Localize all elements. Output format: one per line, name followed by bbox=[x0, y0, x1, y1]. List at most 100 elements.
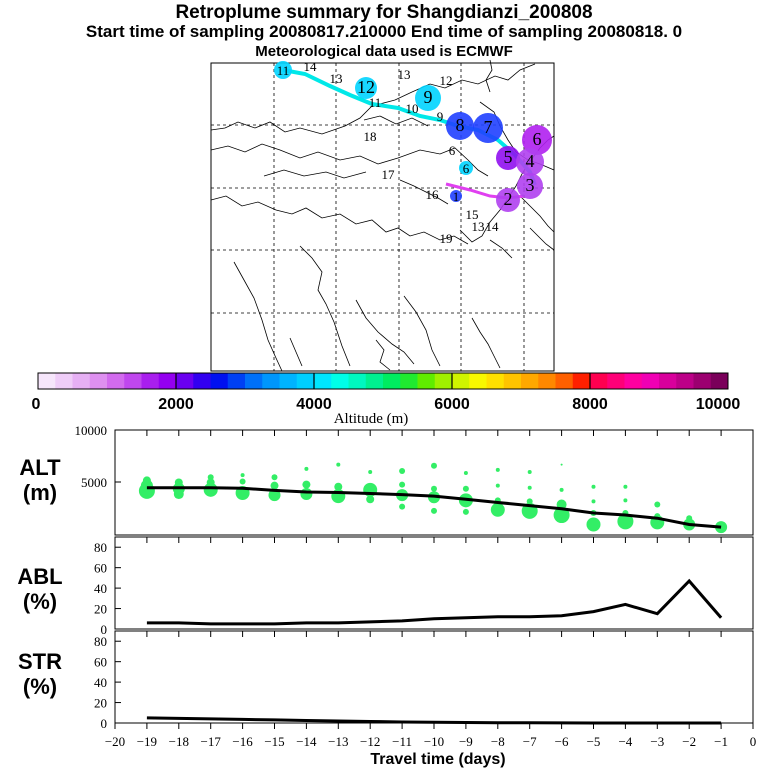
trajectory-bubble bbox=[516, 148, 544, 176]
colorbar-cell bbox=[383, 373, 401, 389]
alt-point bbox=[302, 480, 311, 489]
alt-point bbox=[336, 462, 341, 467]
trajectory-bubble bbox=[522, 125, 552, 155]
colorbar-cell bbox=[227, 373, 246, 389]
trajectory-day-label: 19 bbox=[440, 231, 453, 246]
trajectory-day-label: 14 bbox=[486, 219, 500, 234]
trajectory-bubble bbox=[446, 112, 474, 140]
colorbar-cell bbox=[555, 373, 574, 389]
x-tick-label: −6 bbox=[555, 734, 569, 749]
colorbar-cell bbox=[659, 373, 677, 389]
alt-point bbox=[240, 473, 245, 478]
colorbar-cell bbox=[417, 373, 436, 389]
alt-point bbox=[300, 488, 313, 501]
trajectory-day-label: 1 bbox=[453, 189, 460, 204]
alt-point bbox=[686, 515, 693, 522]
x-tick-label: −20 bbox=[105, 734, 125, 749]
colorbar-cell bbox=[400, 373, 418, 389]
x-tick-label: −5 bbox=[587, 734, 601, 749]
alt-point bbox=[553, 507, 570, 524]
x-tick-label: 0 bbox=[750, 734, 757, 749]
colorbar-cell bbox=[641, 373, 660, 389]
str-line bbox=[146, 716, 722, 725]
colorbar-cell bbox=[521, 373, 539, 389]
x-tick-label: −15 bbox=[264, 734, 284, 749]
colorbar-cell bbox=[624, 373, 643, 389]
str-ytick: 0 bbox=[101, 716, 108, 731]
alt-point bbox=[462, 508, 469, 515]
trajectory-day-label: 3 bbox=[526, 175, 535, 195]
trajectory-day-label: 6 bbox=[463, 161, 470, 176]
colorbar-cell bbox=[710, 373, 729, 389]
colorbar-cell bbox=[193, 373, 211, 389]
colorbar-cell bbox=[124, 373, 142, 389]
trajectory-day-label: 12 bbox=[357, 77, 375, 97]
x-axis: −20 −19 −18 −17 −16 −15 −14 −13 −12 −11 −10 −9 −8 −7−… bbox=[105, 723, 756, 749]
trajectory-day-label: 17 bbox=[382, 167, 396, 182]
colorbar-cell bbox=[296, 373, 315, 389]
abl-panel: ABL (%) 80 60 40 20 0 bbox=[17, 536, 754, 637]
x-tick-label: −14 bbox=[296, 734, 317, 749]
abl-ytick: 20 bbox=[94, 602, 107, 617]
alt-ytick: 10000 bbox=[75, 423, 108, 438]
colorbar-cell bbox=[55, 373, 73, 389]
alt-point bbox=[527, 485, 532, 490]
trajectory-day-label: 4 bbox=[526, 151, 535, 171]
alt-point bbox=[399, 503, 406, 510]
alt-point bbox=[431, 462, 437, 469]
abl-ytick: 80 bbox=[94, 540, 107, 555]
alt-panel: ALT (m) 10000 5000 bbox=[19, 423, 754, 536]
trajectory-day-label: 5 bbox=[504, 147, 513, 167]
colorbar-cell bbox=[590, 373, 608, 389]
abl-line bbox=[146, 578, 723, 626]
alt-point bbox=[462, 485, 469, 492]
x-tick-label: −8 bbox=[491, 734, 505, 749]
colorbar-cell bbox=[279, 373, 298, 389]
str-label: STR bbox=[18, 649, 62, 674]
colorbar-cell bbox=[572, 373, 591, 389]
trajectory-bubble bbox=[517, 173, 543, 199]
alt-point bbox=[304, 466, 309, 471]
trajectory-bubble bbox=[415, 85, 441, 111]
cbar-tick: 4000 bbox=[296, 396, 332, 413]
alt-point bbox=[559, 487, 564, 492]
trajectory-day-label: 10 bbox=[406, 101, 419, 116]
alt-point bbox=[495, 467, 500, 472]
trajectory-day-label: 9 bbox=[437, 109, 444, 124]
alt-label: ALT bbox=[19, 455, 61, 480]
alt-point bbox=[623, 498, 628, 503]
trajectory-bubble bbox=[355, 77, 377, 99]
alt-point bbox=[617, 513, 634, 530]
x-tick-label: −19 bbox=[137, 734, 157, 749]
abl-ytick: 0 bbox=[101, 622, 108, 637]
x-tick-label: −7 bbox=[523, 734, 537, 749]
alt-point bbox=[591, 499, 596, 504]
colorbar-cell bbox=[503, 373, 522, 389]
abl-unit: (%) bbox=[23, 589, 57, 614]
trajectory-bubble bbox=[274, 61, 292, 79]
alt-point bbox=[268, 489, 281, 502]
colorbar-cell bbox=[469, 373, 487, 389]
str-ytick: 60 bbox=[94, 655, 107, 670]
colorbar-cell bbox=[676, 373, 694, 389]
trajectory-day-label: 13 bbox=[330, 71, 343, 86]
trajectory-bubble bbox=[450, 190, 462, 202]
x-axis-title: Travel time (days) bbox=[370, 751, 505, 768]
sampling-times: Start time of sampling 20080817.210000 E… bbox=[85, 22, 683, 41]
alt-point bbox=[399, 481, 406, 488]
x-tick-label: −3 bbox=[650, 734, 664, 749]
alt-point bbox=[334, 482, 343, 491]
x-tick-label: −16 bbox=[232, 734, 253, 749]
alt-point bbox=[271, 474, 278, 481]
x-tick-label: −4 bbox=[618, 734, 632, 749]
trajectory-day-label: 18 bbox=[364, 129, 377, 144]
alt-point bbox=[654, 501, 661, 508]
colorbar-cell bbox=[176, 373, 194, 389]
cbar-tick: 8000 bbox=[572, 396, 608, 413]
colorbar-cell bbox=[210, 373, 229, 389]
colorbar-cell bbox=[158, 373, 177, 389]
trajectory-day-label: 14 bbox=[304, 59, 318, 74]
alt-point bbox=[526, 498, 533, 505]
